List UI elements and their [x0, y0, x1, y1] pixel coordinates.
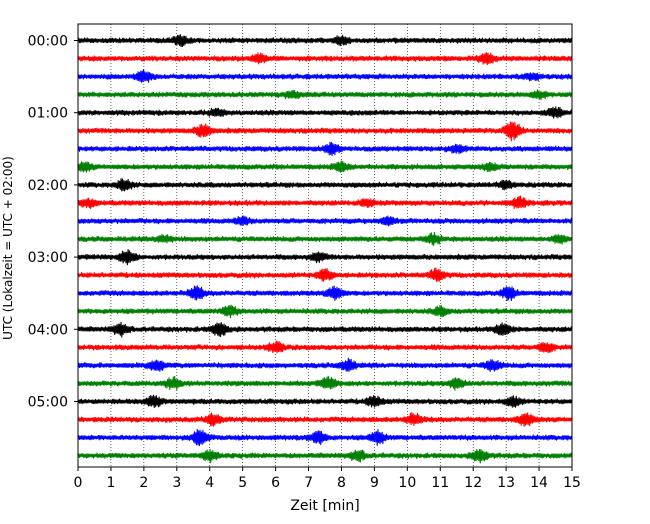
trace-0430 — [77, 357, 573, 373]
trace-0500 — [77, 394, 573, 408]
trace-0415 — [77, 340, 573, 354]
y-tick-labels: 00:00 01:00 02:00 03:00 04:00 05:00 — [28, 34, 68, 411]
trace-0530 — [77, 428, 573, 447]
x-tick-label: 10 — [398, 475, 416, 491]
x-tick-labels: 0 1 2 3 4 5 6 7 8 9 10 11 12 13 14 15 — [74, 475, 581, 491]
x-tick-label: 14 — [530, 475, 548, 491]
plot-frame — [77, 23, 573, 468]
x-tick-label: 3 — [172, 475, 181, 491]
x-tick-label: 0 — [74, 475, 83, 491]
x-tick-label: 12 — [464, 475, 482, 491]
trace-0345 — [77, 304, 573, 319]
trace-0200 — [77, 178, 573, 192]
y-tick-label: 01:00 — [28, 106, 68, 122]
x-tick-label: 1 — [106, 475, 115, 491]
trace-0145 — [77, 160, 573, 173]
trace-0015 — [77, 52, 573, 66]
trace-0515 — [77, 412, 573, 427]
trace-0245 — [77, 231, 573, 246]
trace-0330 — [77, 285, 573, 302]
trace-0230 — [77, 215, 573, 227]
x-tick-label: 11 — [431, 475, 449, 491]
x-tick-label: 9 — [370, 475, 379, 491]
tick-marks — [74, 40, 573, 471]
trace-0315 — [77, 267, 573, 282]
trace-0445 — [77, 375, 573, 391]
y-tick-label: 00:00 — [28, 34, 68, 50]
y-tick-label: 03:00 — [28, 250, 68, 266]
x-tick-label: 6 — [271, 475, 280, 491]
trace-0115 — [77, 121, 573, 142]
y-axis-label: UTC (Lokalzeit = UTC + 02:00) — [1, 156, 15, 340]
trace-0130 — [77, 141, 573, 157]
trace-0100 — [77, 106, 573, 119]
trace-0045 — [77, 89, 573, 101]
trace-0400 — [77, 321, 573, 338]
trace-0215 — [77, 195, 573, 210]
y-tick-label: 02:00 — [28, 178, 68, 194]
x-tick-label: 8 — [337, 475, 346, 491]
trace-0300 — [77, 249, 573, 266]
y-tick-label: 04:00 — [28, 322, 68, 338]
trace-0030 — [77, 68, 573, 83]
x-tick-label: 5 — [238, 475, 247, 491]
x-tick-label: 15 — [563, 475, 581, 491]
x-tick-label: 7 — [304, 475, 313, 491]
y-tick-label: 05:00 — [28, 395, 68, 411]
x-tick-label: 13 — [497, 475, 515, 491]
grid-lines — [110, 24, 540, 467]
trace-group — [77, 34, 573, 464]
x-tick-label: 4 — [205, 475, 214, 491]
x-tick-label: 2 — [139, 475, 148, 491]
x-axis-label: Zeit [min] — [290, 498, 359, 514]
trace-0545 — [77, 448, 573, 464]
trace-0000 — [77, 34, 573, 48]
